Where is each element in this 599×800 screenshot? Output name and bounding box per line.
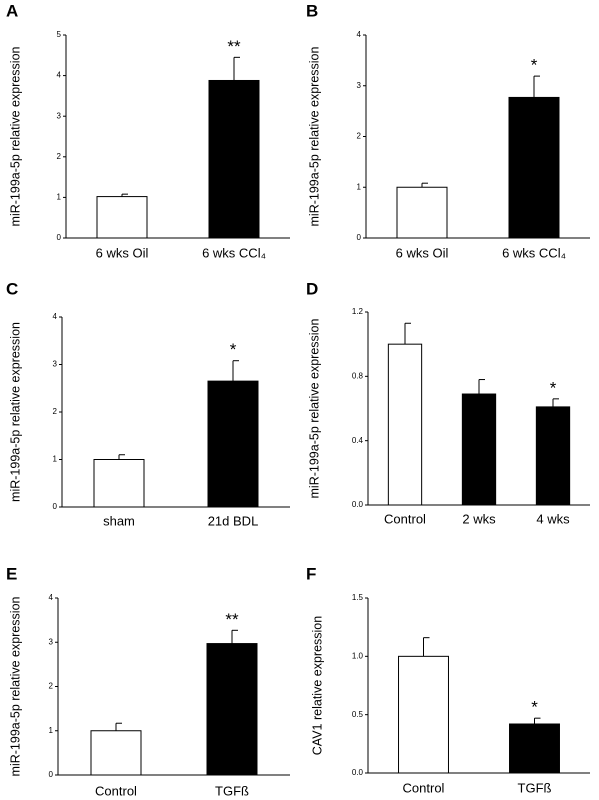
- panel-label: E: [6, 564, 17, 583]
- bar: [398, 655, 449, 774]
- x-tick-label: Control: [95, 783, 137, 798]
- y-tick-label: 0.5: [352, 710, 364, 719]
- y-tick-label: 1: [57, 193, 62, 202]
- x-tick-label: Control: [403, 780, 445, 795]
- x-tick-label: 6 wks Oil: [396, 245, 449, 260]
- y-axis-label: miR-199a-5p relative expression: [307, 46, 321, 226]
- x-tick-label: 6 wks Oil: [96, 245, 149, 260]
- bar: [508, 96, 560, 239]
- y-tick-label: 0: [53, 502, 58, 511]
- bar: [396, 186, 448, 239]
- bar: [461, 393, 497, 506]
- y-tick-label: 3: [57, 111, 62, 120]
- y-tick-label: 1: [49, 726, 54, 735]
- y-tick-label: 0: [357, 233, 362, 242]
- y-tick-label: 5: [57, 30, 62, 39]
- x-tick-label: 21d BDL: [208, 513, 259, 528]
- y-axis-label: miR-199a-5p relative expression: [8, 596, 22, 776]
- bar: [208, 79, 260, 239]
- significance-mark: *: [531, 698, 538, 717]
- y-tick-label: 3: [49, 637, 54, 646]
- y-tick-label: 4: [57, 71, 62, 80]
- significance-mark: *: [531, 56, 538, 75]
- significance-mark: **: [225, 610, 239, 629]
- y-tick-label: 4: [53, 312, 58, 321]
- y-tick-label: 2: [357, 132, 362, 141]
- bar: [387, 343, 423, 506]
- y-tick-label: 1: [53, 455, 58, 464]
- y-tick-label: 0.0: [352, 500, 364, 509]
- x-tick-label: 6 wks CCl₄: [202, 245, 266, 260]
- x-tick-label: Control: [384, 511, 426, 526]
- x-tick-label: 4 wks: [536, 511, 570, 526]
- y-axis-label: miR-199a-5p relative expression: [8, 322, 22, 502]
- significance-mark: **: [227, 37, 241, 56]
- x-tick-label: 6 wks CCl₄: [502, 245, 566, 260]
- y-tick-label: 1.0: [352, 651, 364, 660]
- significance-mark: *: [230, 340, 237, 359]
- y-tick-label: 4: [49, 593, 54, 602]
- y-axis-label: miR-199a-5p relative expression: [8, 46, 22, 226]
- y-tick-label: 4: [357, 30, 362, 39]
- y-tick-label: 0.0: [352, 768, 364, 777]
- panel-label: D: [306, 279, 318, 298]
- x-tick-label: TGFß: [215, 783, 249, 798]
- panel-label: B: [306, 1, 318, 20]
- bar: [206, 643, 258, 776]
- y-tick-label: 3: [357, 81, 362, 90]
- y-tick-label: 1.5: [352, 593, 364, 602]
- x-tick-label: sham: [103, 513, 135, 528]
- y-axis-label: miR-199a-5p relative expression: [307, 318, 321, 498]
- y-tick-label: 0: [49, 770, 54, 779]
- x-tick-label: TGFß: [518, 780, 552, 795]
- bar: [207, 380, 259, 508]
- y-tick-label: 1.2: [352, 307, 364, 316]
- significance-mark: *: [550, 378, 557, 397]
- y-tick-label: 0.8: [352, 371, 364, 380]
- y-tick-label: 2: [57, 152, 62, 161]
- panel-label: A: [6, 1, 18, 20]
- bar: [509, 723, 560, 774]
- y-axis-label: CAV1 relative expression: [310, 616, 324, 755]
- bar: [96, 196, 148, 239]
- y-tick-label: 2: [53, 407, 58, 416]
- bar: [90, 730, 142, 776]
- y-tick-label: 0: [57, 233, 62, 242]
- bar: [535, 406, 571, 506]
- y-tick-label: 1: [357, 182, 362, 191]
- y-tick-label: 0.4: [352, 436, 364, 445]
- panel-label: F: [306, 564, 316, 583]
- bar: [93, 459, 145, 508]
- y-tick-label: 3: [53, 360, 58, 369]
- x-tick-label: 2 wks: [462, 511, 496, 526]
- panel-label: C: [6, 279, 18, 298]
- y-tick-label: 2: [49, 682, 54, 691]
